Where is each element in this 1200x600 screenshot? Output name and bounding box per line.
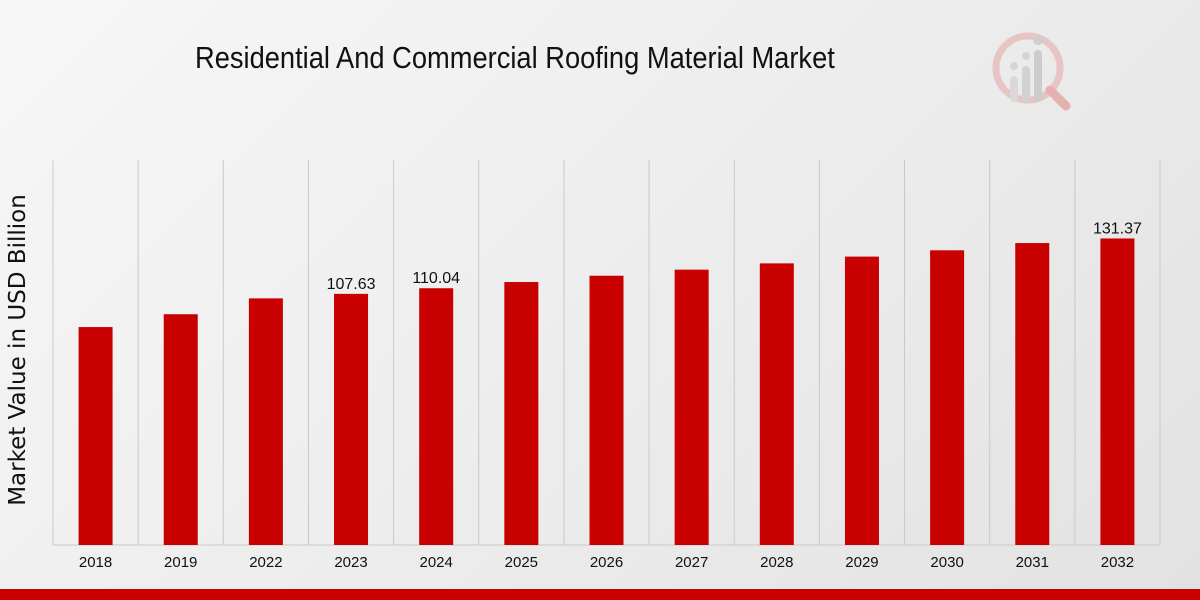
x-tick-label-2018: 2018 xyxy=(79,554,112,571)
x-tick-label-2025: 2025 xyxy=(505,554,538,571)
bar-2031 xyxy=(1015,243,1050,546)
data-labels: 107.63 110.04 131.37 xyxy=(327,220,1142,292)
x-tick-label-2022: 2022 xyxy=(249,554,282,571)
bar-2030 xyxy=(930,250,965,546)
data-label-2032: 131.37 xyxy=(1093,220,1142,237)
bar-2027 xyxy=(674,269,709,545)
data-label-2024: 110.04 xyxy=(412,270,460,287)
x-tick-label-2019: 2019 xyxy=(164,554,197,571)
x-tick-label-2032: 2032 xyxy=(1101,554,1134,571)
bars xyxy=(78,238,1135,546)
x-tick-label-2024: 2024 xyxy=(420,554,453,571)
x-tick-label-2028: 2028 xyxy=(760,554,793,571)
bar-2026 xyxy=(589,275,624,545)
x-tick-label-2027: 2027 xyxy=(675,554,708,571)
bar-2018 xyxy=(78,327,113,545)
x-tick-label-2030: 2030 xyxy=(930,554,963,571)
bar-2019 xyxy=(163,314,198,545)
bar-2023 xyxy=(334,293,369,545)
x-tick-label-2023: 2023 xyxy=(334,554,367,571)
data-label-2023: 107.63 xyxy=(327,276,376,293)
grid-lines xyxy=(52,160,1161,546)
bar-2029 xyxy=(844,256,879,545)
x-tick-label-2026: 2026 xyxy=(590,554,623,571)
bar-2028 xyxy=(759,263,794,545)
bottom-accent-bar xyxy=(0,589,1200,600)
x-tick-label-2031: 2031 xyxy=(1016,554,1049,571)
bar-2024 xyxy=(419,288,454,545)
chart-title: Residential And Commercial Roofing Mater… xyxy=(195,40,835,75)
bar-2032 xyxy=(1100,238,1135,545)
bar-2025 xyxy=(504,282,539,545)
magnifier-bar-chart-icon xyxy=(992,32,1071,111)
x-tick-label-2029: 2029 xyxy=(845,554,878,571)
x-tick-labels: 2018 2019 2022 2023 2024 2025 2026 2027 2028 2029… xyxy=(79,554,1134,571)
bar-2022 xyxy=(248,298,283,545)
